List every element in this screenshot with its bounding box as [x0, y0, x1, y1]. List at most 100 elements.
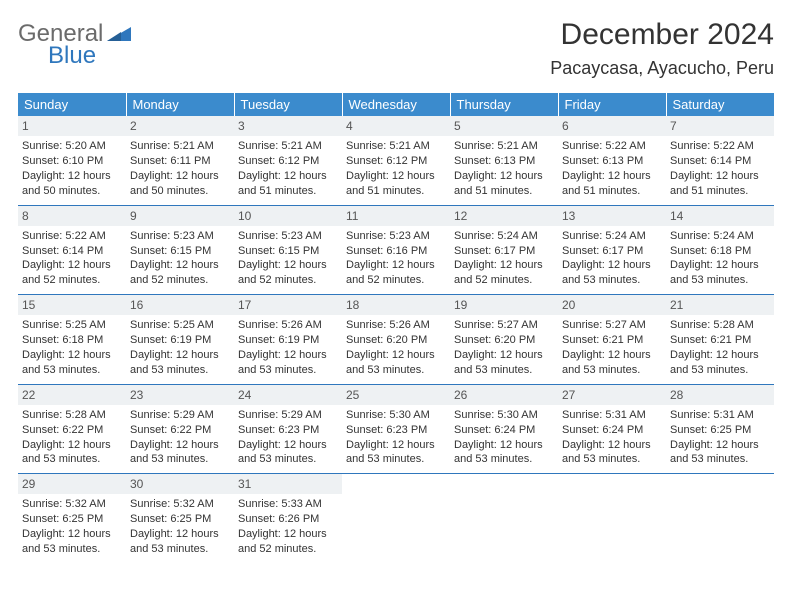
day-number: 8: [18, 206, 126, 226]
day-cell: 18Sunrise: 5:26 AMSunset: 6:20 PMDayligh…: [342, 295, 450, 384]
header-row: General Blue December 2024 Pacaycasa, Ay…: [18, 18, 774, 79]
calendar-week-row: 1Sunrise: 5:20 AMSunset: 6:10 PMDaylight…: [18, 116, 774, 205]
day-cell: 9Sunrise: 5:23 AMSunset: 6:15 PMDaylight…: [126, 206, 234, 295]
sunset-line: Sunset: 6:25 PM: [22, 512, 122, 527]
calendar-cell: 2Sunrise: 5:21 AMSunset: 6:11 PMDaylight…: [126, 116, 234, 205]
daylight-line-1: Daylight: 12 hours: [346, 258, 446, 273]
day-cell: 3Sunrise: 5:21 AMSunset: 6:12 PMDaylight…: [234, 116, 342, 205]
sunset-line: Sunset: 6:13 PM: [454, 154, 554, 169]
daylight-line-1: Daylight: 12 hours: [22, 258, 122, 273]
day-cell: 17Sunrise: 5:26 AMSunset: 6:19 PMDayligh…: [234, 295, 342, 384]
sunrise-line: Sunrise: 5:21 AM: [238, 139, 338, 154]
empty-cell: [666, 474, 774, 562]
weekday-header: Monday: [126, 93, 234, 116]
day-cell: 28Sunrise: 5:31 AMSunset: 6:25 PMDayligh…: [666, 385, 774, 474]
daylight-line-2: and 53 minutes.: [238, 363, 338, 378]
daylight-line-1: Daylight: 12 hours: [562, 258, 662, 273]
day-number: 25: [342, 385, 450, 405]
calendar-cell: 7Sunrise: 5:22 AMSunset: 6:14 PMDaylight…: [666, 116, 774, 205]
sunrise-line: Sunrise: 5:25 AM: [130, 318, 230, 333]
day-number: 12: [450, 206, 558, 226]
daylight-line-2: and 53 minutes.: [130, 452, 230, 467]
day-number: 19: [450, 295, 558, 315]
daylight-line-1: Daylight: 12 hours: [130, 348, 230, 363]
daylight-line-2: and 53 minutes.: [670, 363, 770, 378]
calendar-cell: 25Sunrise: 5:30 AMSunset: 6:23 PMDayligh…: [342, 384, 450, 474]
day-cell: 15Sunrise: 5:25 AMSunset: 6:18 PMDayligh…: [18, 295, 126, 384]
sunrise-line: Sunrise: 5:23 AM: [238, 229, 338, 244]
sunset-line: Sunset: 6:15 PM: [130, 244, 230, 259]
sunrise-line: Sunrise: 5:21 AM: [130, 139, 230, 154]
day-cell: 24Sunrise: 5:29 AMSunset: 6:23 PMDayligh…: [234, 385, 342, 474]
calendar-table: Sunday Monday Tuesday Wednesday Thursday…: [18, 93, 774, 563]
calendar-cell: 3Sunrise: 5:21 AMSunset: 6:12 PMDaylight…: [234, 116, 342, 205]
calendar-cell: [450, 474, 558, 563]
sunset-line: Sunset: 6:15 PM: [238, 244, 338, 259]
calendar-cell: 10Sunrise: 5:23 AMSunset: 6:15 PMDayligh…: [234, 205, 342, 295]
daylight-line-2: and 51 minutes.: [670, 184, 770, 199]
day-number: 18: [342, 295, 450, 315]
daylight-line-1: Daylight: 12 hours: [130, 527, 230, 542]
daylight-line-2: and 52 minutes.: [454, 273, 554, 288]
calendar-cell: [666, 474, 774, 563]
calendar-cell: 4Sunrise: 5:21 AMSunset: 6:12 PMDaylight…: [342, 116, 450, 205]
daylight-line-1: Daylight: 12 hours: [238, 348, 338, 363]
daylight-line-2: and 53 minutes.: [238, 452, 338, 467]
day-number: 6: [558, 116, 666, 136]
sunrise-line: Sunrise: 5:29 AM: [238, 408, 338, 423]
sunset-line: Sunset: 6:10 PM: [22, 154, 122, 169]
sunrise-line: Sunrise: 5:32 AM: [130, 497, 230, 512]
day-number: 7: [666, 116, 774, 136]
day-number: 20: [558, 295, 666, 315]
calendar-cell: [558, 474, 666, 563]
calendar-cell: 26Sunrise: 5:30 AMSunset: 6:24 PMDayligh…: [450, 384, 558, 474]
sunset-line: Sunset: 6:25 PM: [130, 512, 230, 527]
daylight-line-2: and 53 minutes.: [670, 452, 770, 467]
sunrise-line: Sunrise: 5:31 AM: [670, 408, 770, 423]
calendar-cell: 15Sunrise: 5:25 AMSunset: 6:18 PMDayligh…: [18, 295, 126, 385]
sunrise-line: Sunrise: 5:30 AM: [454, 408, 554, 423]
title-block: December 2024 Pacaycasa, Ayacucho, Peru: [550, 18, 774, 79]
sunrise-line: Sunrise: 5:27 AM: [562, 318, 662, 333]
calendar-cell: 20Sunrise: 5:27 AMSunset: 6:21 PMDayligh…: [558, 295, 666, 385]
day-cell: 16Sunrise: 5:25 AMSunset: 6:19 PMDayligh…: [126, 295, 234, 384]
calendar-cell: 28Sunrise: 5:31 AMSunset: 6:25 PMDayligh…: [666, 384, 774, 474]
sunset-line: Sunset: 6:21 PM: [670, 333, 770, 348]
calendar-cell: [342, 474, 450, 563]
calendar-cell: 8Sunrise: 5:22 AMSunset: 6:14 PMDaylight…: [18, 205, 126, 295]
sunrise-line: Sunrise: 5:28 AM: [22, 408, 122, 423]
daylight-line-2: and 50 minutes.: [130, 184, 230, 199]
daylight-line-1: Daylight: 12 hours: [22, 348, 122, 363]
sunrise-line: Sunrise: 5:22 AM: [562, 139, 662, 154]
calendar-cell: 12Sunrise: 5:24 AMSunset: 6:17 PMDayligh…: [450, 205, 558, 295]
day-cell: 27Sunrise: 5:31 AMSunset: 6:24 PMDayligh…: [558, 385, 666, 474]
daylight-line-1: Daylight: 12 hours: [454, 258, 554, 273]
sunset-line: Sunset: 6:19 PM: [238, 333, 338, 348]
calendar-cell: 21Sunrise: 5:28 AMSunset: 6:21 PMDayligh…: [666, 295, 774, 385]
sunset-line: Sunset: 6:12 PM: [346, 154, 446, 169]
sunrise-line: Sunrise: 5:23 AM: [346, 229, 446, 244]
daylight-line-1: Daylight: 12 hours: [454, 169, 554, 184]
calendar-cell: 14Sunrise: 5:24 AMSunset: 6:18 PMDayligh…: [666, 205, 774, 295]
day-number: 10: [234, 206, 342, 226]
day-cell: 21Sunrise: 5:28 AMSunset: 6:21 PMDayligh…: [666, 295, 774, 384]
calendar-week-row: 22Sunrise: 5:28 AMSunset: 6:22 PMDayligh…: [18, 384, 774, 474]
day-number: 11: [342, 206, 450, 226]
day-number: 1: [18, 116, 126, 136]
empty-cell: [342, 474, 450, 562]
calendar-cell: 19Sunrise: 5:27 AMSunset: 6:20 PMDayligh…: [450, 295, 558, 385]
calendar-week-row: 29Sunrise: 5:32 AMSunset: 6:25 PMDayligh…: [18, 474, 774, 563]
calendar-cell: 31Sunrise: 5:33 AMSunset: 6:26 PMDayligh…: [234, 474, 342, 563]
daylight-line-2: and 52 minutes.: [238, 542, 338, 557]
sunset-line: Sunset: 6:23 PM: [238, 423, 338, 438]
calendar-cell: 5Sunrise: 5:21 AMSunset: 6:13 PMDaylight…: [450, 116, 558, 205]
day-cell: 26Sunrise: 5:30 AMSunset: 6:24 PMDayligh…: [450, 385, 558, 474]
day-number: 30: [126, 474, 234, 494]
daylight-line-1: Daylight: 12 hours: [670, 438, 770, 453]
sunset-line: Sunset: 6:13 PM: [562, 154, 662, 169]
day-number: 15: [18, 295, 126, 315]
day-number: 13: [558, 206, 666, 226]
daylight-line-1: Daylight: 12 hours: [454, 348, 554, 363]
day-cell: 20Sunrise: 5:27 AMSunset: 6:21 PMDayligh…: [558, 295, 666, 384]
daylight-line-1: Daylight: 12 hours: [670, 169, 770, 184]
